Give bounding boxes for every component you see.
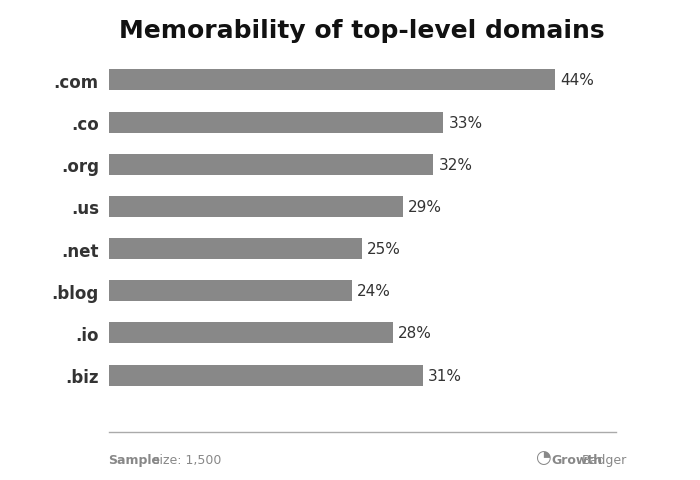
- Text: size: 1,500: size: 1,500: [149, 453, 221, 466]
- Text: 44%: 44%: [560, 73, 594, 88]
- Text: 29%: 29%: [408, 200, 442, 215]
- Text: ◔: ◔: [536, 448, 552, 466]
- Text: Badger: Badger: [582, 453, 627, 466]
- Bar: [108, 70, 555, 91]
- Text: Growth: Growth: [552, 453, 603, 466]
- Text: 32%: 32%: [438, 157, 472, 172]
- Bar: [108, 365, 423, 386]
- Title: Memorability of top-level domains: Memorability of top-level domains: [120, 19, 605, 43]
- Text: 28%: 28%: [398, 326, 432, 341]
- Text: 25%: 25%: [368, 241, 401, 256]
- Text: 31%: 31%: [428, 368, 462, 383]
- Text: 33%: 33%: [449, 115, 483, 130]
- Bar: [108, 196, 403, 217]
- Bar: [108, 112, 444, 133]
- Bar: [108, 281, 352, 301]
- Bar: [108, 155, 433, 175]
- Text: 24%: 24%: [357, 284, 391, 299]
- Text: Sample: Sample: [108, 453, 160, 466]
- Bar: [108, 323, 393, 344]
- Bar: [108, 239, 363, 260]
